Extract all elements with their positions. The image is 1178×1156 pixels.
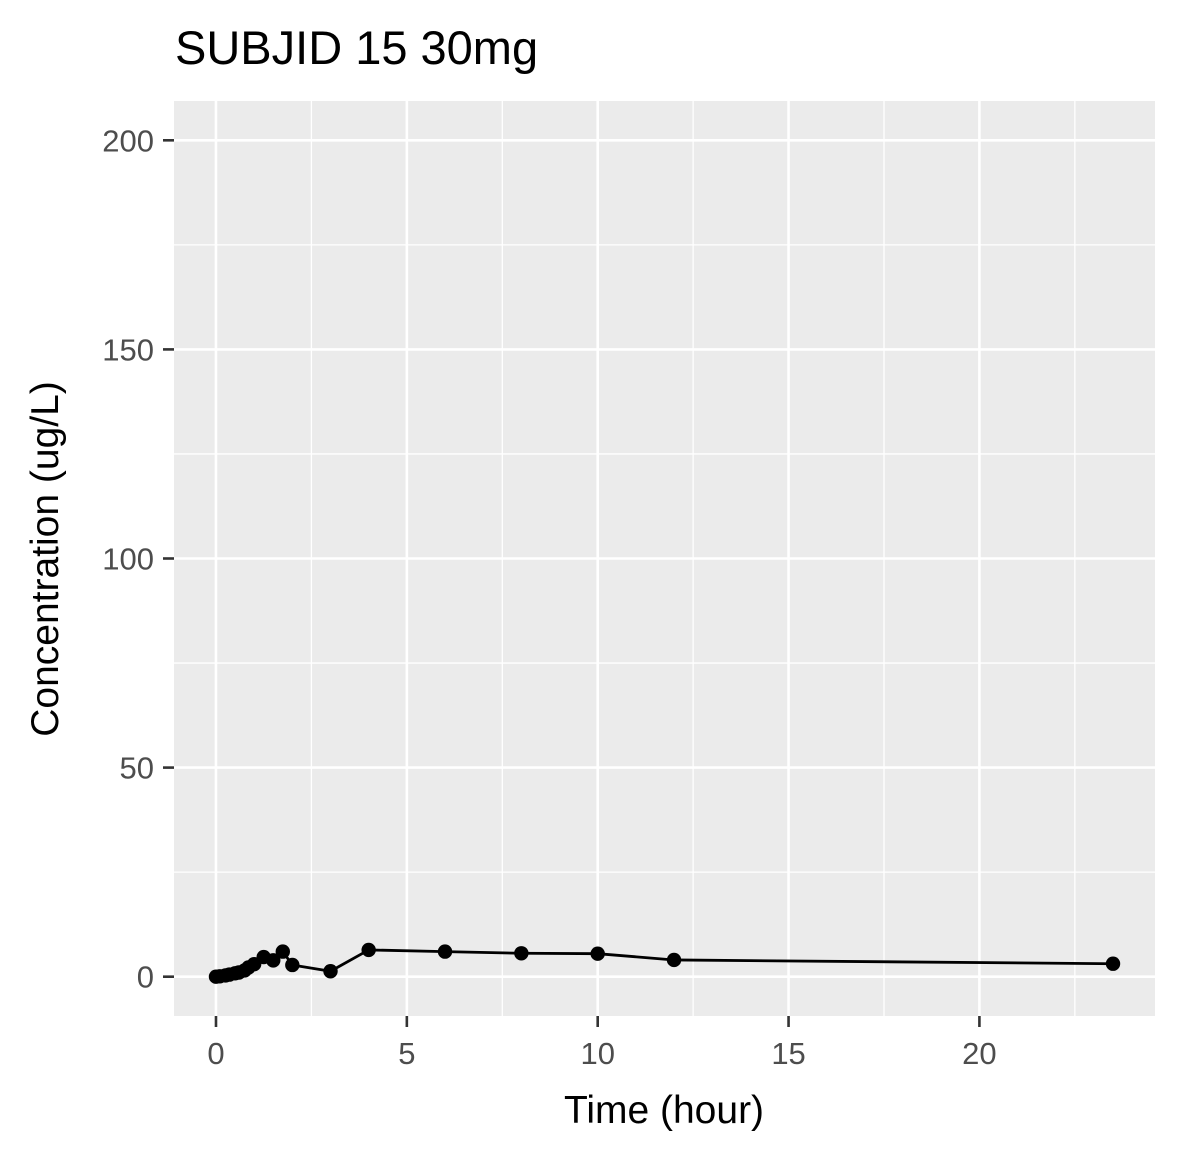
data-point — [266, 953, 281, 968]
data-point — [275, 944, 290, 959]
x-axis-title: Time (hour) — [564, 1089, 764, 1132]
data-point — [590, 946, 605, 961]
series-layer — [208, 942, 1121, 984]
x-tick-label: 0 — [207, 1036, 224, 1071]
plot-panel — [174, 101, 1155, 1016]
data-point — [285, 957, 300, 973]
x-tick-label: 15 — [771, 1036, 805, 1071]
data-point — [361, 942, 376, 958]
x-axis: 0 5 10 15 20 — [207, 1016, 997, 1071]
data-point — [1105, 956, 1121, 971]
y-tick-label: 50 — [120, 751, 154, 786]
y-tick-label: 150 — [102, 332, 154, 367]
y-tick-label: 100 — [102, 542, 154, 577]
y-tick-label: 200 — [102, 123, 154, 158]
data-point — [666, 952, 682, 968]
data-point — [323, 964, 338, 979]
chart-title: SUBJID 15 30mg — [175, 21, 538, 74]
x-tick-label: 5 — [398, 1036, 415, 1071]
data-point — [514, 946, 529, 961]
y-tick-label: 0 — [137, 960, 154, 995]
y-axis-title: Concentration (ug/L) — [24, 381, 67, 737]
x-tick-label: 10 — [580, 1036, 614, 1071]
x-tick-label: 20 — [962, 1036, 996, 1071]
data-point — [437, 944, 453, 959]
y-axis: 0 50 100 150 200 — [102, 123, 174, 995]
